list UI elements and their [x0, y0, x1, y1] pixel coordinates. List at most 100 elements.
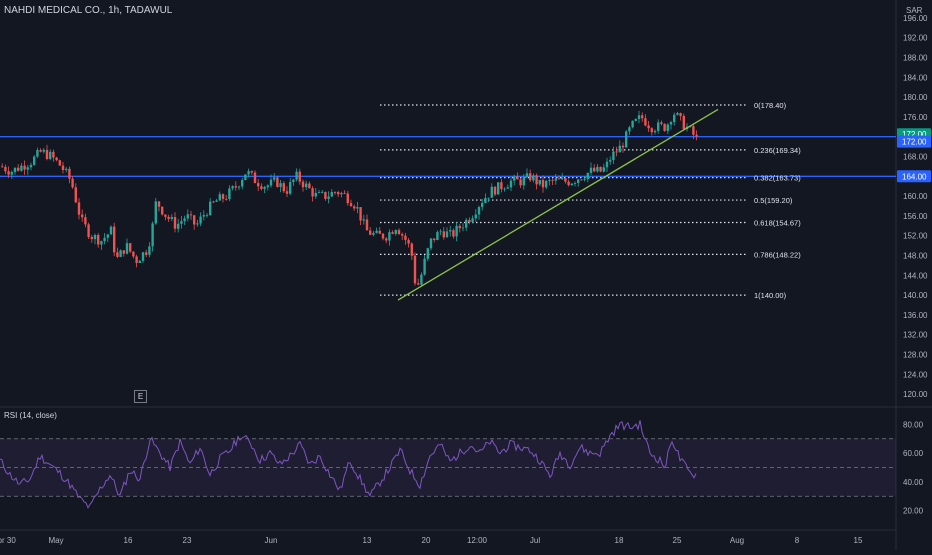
candle-body — [186, 214, 189, 219]
symbol-title[interactable]: NAHDI MEDICAL CO., 1h, TADAWUL — [4, 5, 173, 16]
candle-body — [449, 230, 452, 232]
candle-body — [260, 186, 263, 189]
candle-body — [314, 192, 317, 197]
candle-body — [369, 230, 372, 235]
candle-body — [650, 128, 653, 133]
candle-body — [90, 237, 93, 240]
candle-body — [77, 202, 81, 215]
candle-body — [577, 179, 580, 183]
candle-body — [298, 171, 301, 182]
candle-body — [263, 187, 266, 189]
candle-body — [497, 182, 500, 195]
candle-body — [391, 232, 394, 234]
candle-body — [209, 201, 212, 216]
candle-body — [231, 186, 234, 189]
candle-body — [122, 250, 125, 254]
price-tag-label: 172.00 — [902, 138, 927, 147]
candle-body — [564, 178, 567, 182]
candle-body — [404, 235, 407, 240]
candle-body — [151, 223, 154, 247]
candle-body — [653, 130, 657, 133]
earnings-marker[interactable]: E — [134, 390, 147, 403]
candle-body — [148, 246, 151, 255]
candle-body — [93, 234, 97, 240]
candle-body — [365, 219, 369, 231]
candle-body — [333, 192, 337, 193]
candle-body — [81, 214, 84, 218]
rsi-tick: 40.00 — [903, 478, 924, 487]
candle-body — [49, 151, 52, 159]
candle-body — [433, 238, 436, 241]
candle-body — [285, 191, 289, 194]
candle-body — [644, 118, 647, 126]
candle-body — [641, 115, 644, 119]
candle-body — [218, 194, 221, 201]
candle-body — [356, 207, 359, 209]
candle-body — [282, 183, 285, 192]
candle-body — [631, 120, 634, 128]
candle-body — [445, 231, 449, 238]
candle-body — [557, 178, 561, 180]
price-tag — [897, 135, 931, 148]
candle-body — [442, 231, 445, 238]
fib-level-label: 0.382(163.73) — [754, 174, 801, 183]
candle-body — [548, 179, 551, 181]
time-tick: Jun — [265, 536, 278, 545]
candle-body — [692, 126, 695, 135]
candle-body — [519, 179, 522, 186]
candle-body — [567, 181, 570, 186]
candle-body — [173, 217, 177, 229]
candle-body — [465, 219, 468, 228]
candle-body — [346, 193, 349, 204]
candle-body — [541, 179, 545, 188]
candle-body — [253, 172, 257, 184]
candle-body — [423, 258, 426, 275]
candle-body — [545, 180, 548, 188]
candle-body — [407, 239, 410, 244]
time-tick: May — [48, 536, 63, 545]
candle-body — [669, 122, 673, 125]
rsi-tick: 60.00 — [903, 449, 924, 458]
price-tick: 144.00 — [903, 271, 928, 280]
price-tick: 192.00 — [903, 34, 928, 43]
candle-body — [532, 175, 535, 181]
time-tick: 16 — [124, 536, 133, 545]
candle-body — [58, 160, 61, 166]
price-tick: 132.00 — [903, 331, 928, 340]
candle-body — [161, 206, 164, 215]
candle-body — [609, 160, 612, 162]
time-tick: 8 — [795, 536, 800, 545]
candle-body — [439, 231, 442, 233]
candle-body — [586, 172, 589, 180]
candle-body — [177, 223, 180, 229]
price-tick: 188.00 — [903, 54, 928, 63]
candle-body — [529, 173, 532, 181]
candle-body — [301, 181, 305, 188]
candle-body — [170, 217, 173, 219]
price-tick: 180.00 — [903, 93, 928, 102]
candle-body — [4, 166, 7, 172]
candle-body — [676, 113, 679, 115]
candle-body — [97, 234, 100, 245]
price-tick: 184.00 — [903, 73, 928, 82]
candle-body — [458, 225, 461, 229]
candle-body — [87, 224, 90, 238]
candle-body — [215, 200, 218, 202]
candle-body — [599, 166, 602, 172]
candle-body — [20, 165, 23, 171]
price-tick: 124.00 — [903, 370, 928, 379]
candle-body — [573, 182, 577, 184]
candle-body — [385, 238, 388, 241]
candle-body — [417, 283, 420, 285]
candle-body — [257, 183, 260, 187]
time-tick: Jul — [530, 536, 540, 545]
candle-body — [199, 216, 202, 224]
candle-body — [340, 192, 343, 195]
fib-level-label: 0.5(159.20) — [754, 196, 793, 205]
candle-body — [103, 237, 106, 242]
candle-body — [461, 227, 465, 229]
candle-body — [474, 214, 477, 219]
candle-body — [420, 274, 423, 285]
